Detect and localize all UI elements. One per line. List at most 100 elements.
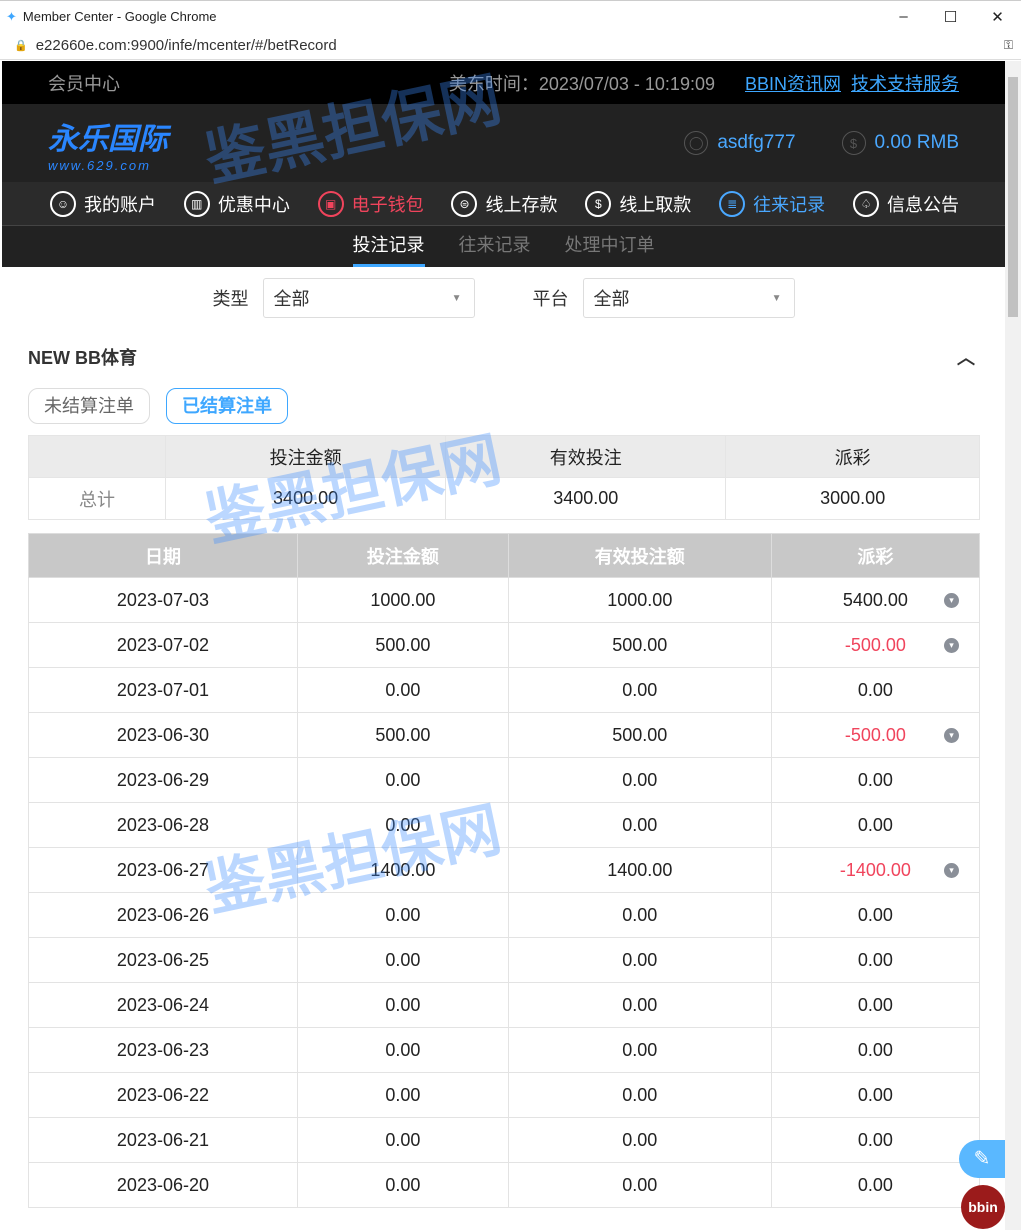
maximize-button[interactable]: ☐ — [943, 8, 958, 26]
bet-amount-cell: 0.00 — [296, 802, 509, 848]
deposit-icon: ⊜ — [451, 190, 478, 217]
summary-header: 派彩 — [725, 435, 980, 478]
valid-bet-cell: 0.00 — [507, 982, 772, 1028]
expand-icon[interactable]: ▾ — [944, 593, 959, 608]
nav-wallet[interactable]: ▣ 电子钱包 — [317, 190, 424, 217]
table-row: 2023-07-01 0.00 0.00 0.00 — [28, 667, 981, 713]
table-row: 2023-07-02 500.00 500.00 -500.00 ▾ — [28, 622, 981, 668]
tab-bet-records[interactable]: 投注记录 — [352, 226, 425, 267]
payout-cell: -1400.00 ▾ — [770, 847, 981, 893]
lock-icon: 🔒 — [14, 40, 28, 52]
nav-my-account[interactable]: ☺ 我的账户 — [50, 190, 156, 217]
bet-amount-cell: 0.00 — [296, 892, 509, 938]
table-row: 2023-06-30 500.00 500.00 -500.00 ▾ — [28, 712, 981, 758]
summary-header: 有效投注 — [445, 435, 727, 478]
key-icon[interactable]: ⚿ — [1003, 38, 1013, 52]
url-text[interactable]: e22660e.com:9900/infe/mcenter/#/betRecor… — [35, 37, 337, 54]
bbin-news-link[interactable]: BBIN资讯网 — [744, 73, 841, 94]
nav-deposit[interactable]: ⊜ 线上存款 — [451, 190, 557, 217]
platform-select[interactable]: 全部 ▼ — [582, 278, 795, 318]
column-header: 有效投注额 — [507, 533, 772, 578]
unsettled-bets-button[interactable]: 未结算注单 — [28, 388, 150, 424]
expand-icon[interactable]: ▾ — [944, 728, 959, 743]
payout-cell: 0.00 — [770, 1027, 981, 1073]
header: 永乐国际 www.629.com ◯ asdfg777 $0.00 RMB — [2, 104, 1005, 182]
chevron-up-icon[interactable]: ︿ — [957, 348, 975, 368]
date-cell: 2023-07-01 — [28, 667, 298, 713]
address-bar[interactable]: 🔒 e22660e.com:9900/infe/mcenter/#/betRec… — [0, 32, 1021, 60]
scrollbar[interactable] — [1005, 61, 1021, 1230]
payout-cell: -500.00 ▾ — [770, 712, 981, 758]
date-cell: 2023-06-23 — [28, 1027, 298, 1073]
total-valid-bet: 3400.00 — [445, 477, 727, 520]
bet-amount-cell: 1400.00 — [296, 847, 509, 893]
logo[interactable]: 永乐国际 www.629.com — [48, 122, 168, 173]
user-icon: ◯ — [684, 131, 709, 155]
daily-records-table: 日期 投注金额 有效投注额 派彩 2023-07-03 1000.00 1000.0… — [28, 533, 981, 1208]
bet-amount-cell: 500.00 — [296, 622, 509, 668]
table-row: 2023-06-28 0.00 0.00 0.00 — [28, 802, 981, 848]
payout-cell: 0.00 — [770, 1117, 981, 1163]
valid-bet-cell: 0.00 — [507, 667, 772, 713]
window-title: Member Center - Google Chrome — [22, 9, 217, 24]
valid-bet-cell: 1000.00 — [507, 577, 772, 623]
valid-bet-cell: 0.00 — [507, 802, 772, 848]
bet-amount-cell: 0.00 — [296, 667, 509, 713]
caret-down-icon: ▼ — [451, 292, 462, 304]
column-header: 派彩 — [770, 533, 981, 578]
table-row: 2023-06-23 0.00 0.00 0.00 — [28, 1027, 981, 1073]
bbin-logo-button[interactable]: bbin — [961, 1185, 1005, 1229]
bet-amount-cell: 0.00 — [296, 1027, 509, 1073]
edit-note-icon[interactable]: ✎ — [959, 1140, 1005, 1178]
nav-announcements[interactable]: ♤ 信息公告 — [852, 190, 959, 217]
payout-cell: 0.00 — [770, 937, 981, 983]
username-display[interactable]: ◯ asdfg777 — [684, 131, 796, 155]
record-icon: ≣ — [719, 190, 746, 217]
table-row: 2023-06-20 0.00 0.00 0.00 — [28, 1162, 981, 1208]
tab-pending-orders[interactable]: 处理中订单 — [564, 235, 655, 255]
total-bet-amount: 3400.00 — [164, 477, 447, 520]
dollar-icon: $ — [841, 131, 866, 155]
user-icon: ☺ — [50, 190, 76, 217]
bet-amount-cell: 0.00 — [296, 1162, 509, 1208]
date-cell: 2023-06-25 — [28, 937, 298, 983]
date-cell: 2023-06-22 — [28, 1072, 298, 1118]
table-row: 2023-06-29 0.00 0.00 0.00 — [28, 757, 981, 803]
date-cell: 2023-07-03 — [28, 577, 298, 623]
bet-amount-cell: 0.00 — [296, 1072, 509, 1118]
summary-header: 投注金额 — [164, 435, 447, 478]
expand-icon[interactable]: ▾ — [944, 638, 959, 653]
section-header[interactable]: NEW BB体育 ︿ — [2, 344, 1005, 370]
date-cell: 2023-06-24 — [28, 982, 298, 1028]
expand-icon[interactable]: ▾ — [944, 863, 959, 878]
balance-display[interactable]: $0.00 RMB — [841, 131, 959, 155]
valid-bet-cell: 0.00 — [507, 1117, 772, 1163]
valid-bet-cell: 500.00 — [507, 712, 772, 758]
payout-cell: -500.00 ▾ — [770, 622, 981, 668]
date-cell: 2023-06-30 — [28, 712, 298, 758]
valid-bet-cell: 0.00 — [507, 1027, 772, 1073]
type-select[interactable]: 全部 ▼ — [262, 278, 475, 318]
tab-transactions[interactable]: 往来记录 — [458, 235, 531, 255]
nav-withdraw[interactable]: $ 线上取款 — [585, 190, 691, 217]
date-cell: 2023-06-29 — [28, 757, 298, 803]
nav-records[interactable]: ≣ 往来记录 — [719, 190, 825, 217]
total-label: 总计 — [28, 477, 166, 520]
date-cell: 2023-07-02 — [28, 622, 298, 668]
bet-amount-cell: 0.00 — [296, 937, 509, 983]
nav-promotions[interactable]: ▥ 优惠中心 — [183, 190, 290, 217]
withdraw-icon: $ — [585, 190, 612, 217]
bet-amount-cell: 0.00 — [296, 982, 509, 1028]
app-icon: ✦ — [6, 8, 17, 24]
settled-bets-button[interactable]: 已结算注单 — [166, 388, 288, 424]
tech-support-link[interactable]: 技术支持服务 — [851, 73, 959, 94]
payout-cell: 5400.00 ▾ — [770, 577, 981, 623]
bet-amount-cell: 0.00 — [296, 757, 509, 803]
date-cell: 2023-06-20 — [28, 1162, 298, 1208]
total-payout: 3000.00 — [725, 477, 980, 520]
minimize-button[interactable]: – — [899, 8, 908, 25]
table-row: 2023-06-25 0.00 0.00 0.00 — [28, 937, 981, 983]
date-cell: 2023-06-21 — [28, 1117, 298, 1163]
close-button[interactable]: ✕ — [991, 8, 1004, 26]
payout-cell: 0.00 — [770, 1072, 981, 1118]
